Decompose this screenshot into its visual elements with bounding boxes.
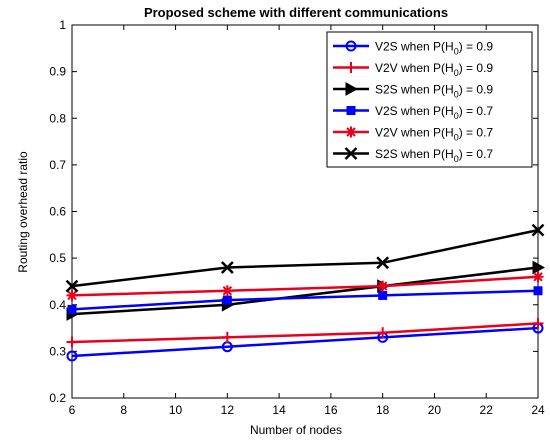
x-tick-label: 14	[272, 403, 286, 417]
legend-label: V2V when P(H0) = 0.7	[375, 126, 493, 143]
x-tick-label: 8	[120, 403, 127, 417]
data-point	[532, 260, 546, 275]
data-point	[378, 290, 388, 300]
y-tick-label: 0.9	[49, 65, 66, 79]
legend-box	[326, 31, 533, 168]
y-tick-label: 0.7	[49, 158, 66, 172]
x-tick-label: 10	[169, 403, 183, 417]
chart-title: Proposed scheme with different communica…	[144, 5, 448, 20]
legend-item: S2S when P(H0) = 0.7	[333, 147, 493, 164]
data-point	[377, 327, 389, 339]
legend-label: S2S when P(H0) = 0.7	[375, 147, 493, 164]
x-tick-label: 16	[324, 403, 338, 417]
data-point	[221, 285, 233, 297]
legend-label: S2S when P(H0) = 0.9	[375, 83, 493, 100]
series-line	[71, 326, 539, 358]
series-6	[65, 223, 545, 293]
data-point	[533, 286, 543, 296]
y-tick-label: 0.4	[49, 298, 66, 312]
series-2	[66, 317, 544, 348]
x-tick-label: 12	[221, 403, 235, 417]
y-axis-label: Routing overhead ratio	[16, 151, 30, 273]
data-point	[377, 280, 389, 292]
legend-label: V2V when P(H0) = 0.9	[375, 61, 493, 78]
legend-marker	[344, 147, 358, 160]
legend-item: V2V when P(H0) = 0.7	[333, 126, 493, 143]
y-tick-label: 0.5	[49, 251, 66, 265]
x-axis-label: Number of nodes	[250, 423, 342, 437]
legend-item: V2S when P(H0) = 0.7	[333, 104, 493, 121]
legend-item: V2V when P(H0) = 0.9	[333, 61, 493, 78]
series-line	[71, 322, 539, 344]
legend-marker	[345, 126, 357, 138]
series-line	[71, 275, 539, 297]
x-tick-label: 22	[480, 403, 494, 417]
x-tick-label: 6	[69, 403, 76, 417]
series-line	[71, 289, 539, 311]
legend-marker	[345, 40, 357, 52]
y-tick-label: 0.6	[49, 205, 66, 219]
y-tick-label: 0.3	[49, 344, 66, 358]
legend-marker	[346, 106, 356, 115]
legend: V2S when P(H0) = 0.9 V2V when P(H0) = 0.9…	[326, 31, 533, 168]
data-point	[531, 223, 545, 237]
y-tick-label: 1	[59, 18, 66, 32]
data-point	[222, 295, 232, 305]
x-tick-label: 18	[376, 403, 390, 417]
legend-item: V2S when P(H0) = 0.9	[333, 40, 493, 57]
series-line	[71, 266, 539, 316]
data-point	[67, 304, 77, 314]
series-line	[71, 228, 539, 288]
legend-label: V2S when P(H0) = 0.9	[375, 40, 493, 57]
data-point	[376, 256, 390, 270]
x-tick-label: 24	[531, 403, 545, 417]
data-point	[66, 336, 78, 348]
y-tick-label: 0.8	[49, 111, 66, 125]
data-point	[532, 317, 544, 329]
y-tick-label: 0.2	[49, 391, 66, 405]
legend-label: V2S when P(H0) = 0.7	[375, 104, 493, 121]
data-point	[66, 350, 78, 362]
data-point	[66, 289, 78, 301]
legend-marker	[345, 82, 359, 96]
data-point	[65, 279, 79, 293]
x-tick-label: 20	[428, 403, 442, 417]
series-5	[66, 271, 544, 301]
legend-marker	[345, 62, 357, 73]
data-point	[221, 331, 233, 343]
data-point	[220, 261, 234, 274]
legend-item: S2S when P(H0) = 0.9	[333, 82, 493, 100]
data-point	[532, 271, 544, 283]
